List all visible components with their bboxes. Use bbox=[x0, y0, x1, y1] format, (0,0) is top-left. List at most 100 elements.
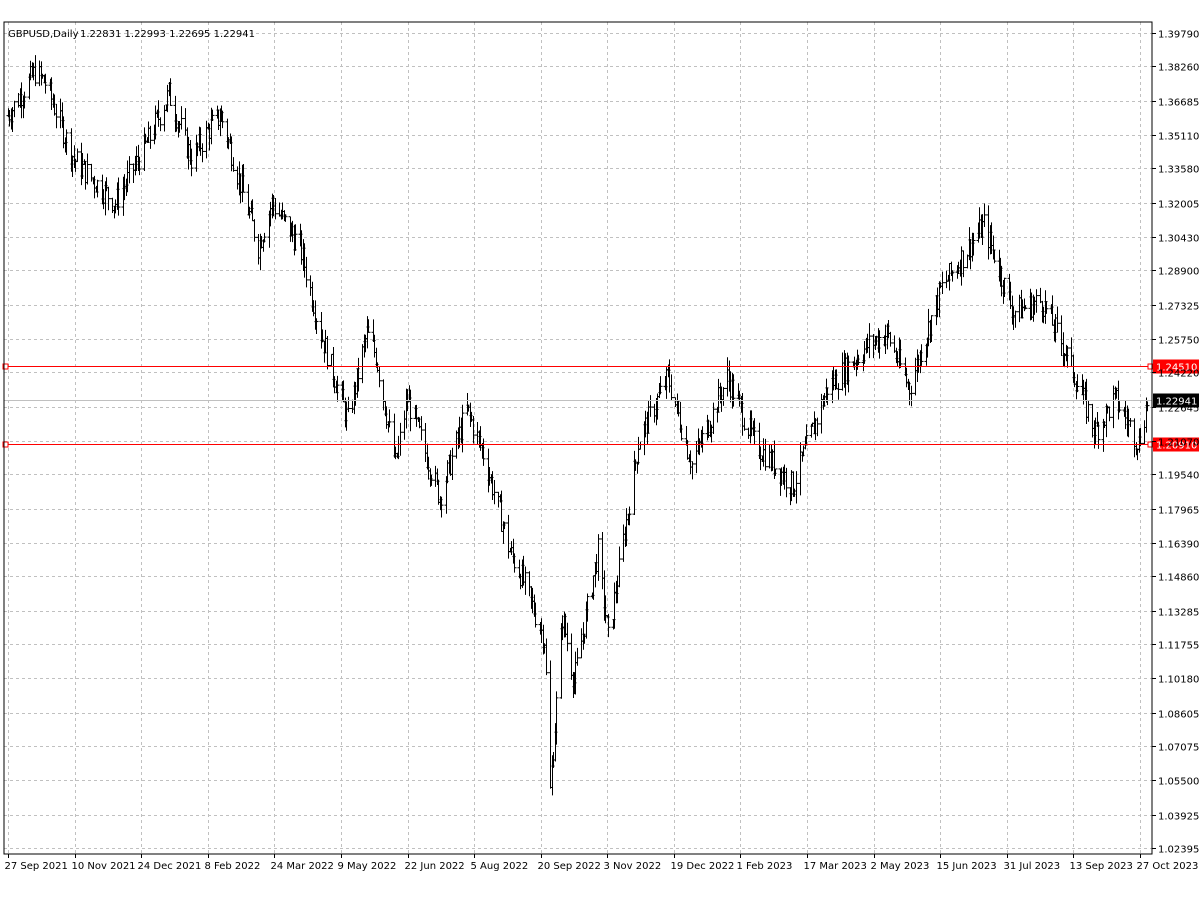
price-bar bbox=[523, 566, 528, 595]
level-anchor-left bbox=[2, 363, 9, 370]
y-tick-label: 1.22645 bbox=[1158, 404, 1199, 415]
price-bar bbox=[439, 496, 444, 518]
price-bar bbox=[669, 374, 674, 401]
bars-layer bbox=[6, 55, 1150, 796]
price-bar bbox=[262, 232, 267, 243]
price-bar bbox=[54, 103, 59, 129]
price-bar bbox=[179, 106, 184, 130]
price-bar bbox=[492, 480, 497, 505]
price-bar bbox=[502, 521, 507, 530]
price-bar bbox=[481, 438, 486, 466]
price-bar bbox=[293, 224, 298, 251]
x-tick-label: 24 Mar 2022 bbox=[271, 861, 334, 872]
price-bar bbox=[877, 330, 882, 359]
y-tick-label: 1.16390 bbox=[1158, 540, 1199, 551]
y-tick-label: 1.33580 bbox=[1158, 165, 1199, 176]
price-bar bbox=[982, 203, 987, 227]
price-bar bbox=[1145, 401, 1150, 412]
y-tick-label: 1.05500 bbox=[1158, 777, 1199, 788]
level-price-tag bbox=[1153, 437, 1199, 452]
price-bar bbox=[158, 117, 163, 132]
price-bar bbox=[356, 357, 361, 392]
level-anchor-left bbox=[2, 441, 9, 448]
x-tick-label: 22 Jun 2022 bbox=[405, 861, 465, 872]
current-price-tag bbox=[1153, 393, 1199, 408]
price-bar bbox=[12, 100, 17, 118]
price-bar bbox=[1128, 418, 1133, 428]
price-bar bbox=[1055, 306, 1060, 333]
price-bar bbox=[189, 148, 194, 177]
price-bar bbox=[836, 383, 841, 400]
y-tick-label: 1.03925 bbox=[1158, 812, 1199, 823]
price-bar bbox=[533, 602, 538, 628]
price-bar bbox=[856, 354, 861, 366]
x-tick-label: 2 May 2023 bbox=[871, 861, 930, 872]
price-bar bbox=[241, 163, 246, 193]
price-bar bbox=[116, 177, 121, 216]
y-tick-label: 1.13285 bbox=[1158, 608, 1199, 619]
price-bar bbox=[971, 232, 976, 256]
price-bar bbox=[148, 125, 153, 149]
x-tick-label: 13 Sep 2023 bbox=[1070, 861, 1133, 872]
price-bar bbox=[784, 467, 789, 498]
price-bar bbox=[419, 416, 424, 441]
price-bar bbox=[711, 402, 716, 435]
price-bar bbox=[950, 270, 955, 282]
price-bar bbox=[627, 506, 632, 526]
price-bar bbox=[690, 461, 695, 480]
x-tick-label: 5 Aug 2022 bbox=[471, 861, 529, 872]
price-bar bbox=[377, 366, 382, 388]
x-axis: 27 Sep 2021 10 Nov 2021 24 Dec 2021 8 Feb 2… bbox=[5, 854, 1198, 872]
price-bar bbox=[408, 389, 413, 432]
y-tick-label: 1.19540 bbox=[1158, 471, 1199, 482]
level-price-tag bbox=[1153, 359, 1199, 374]
y-tick-label: 1.30430 bbox=[1158, 234, 1199, 245]
y-tick-label: 1.36685 bbox=[1158, 98, 1199, 109]
price-bar bbox=[471, 416, 476, 444]
price-bar bbox=[961, 250, 966, 278]
price-bar bbox=[731, 374, 736, 407]
price-bar bbox=[75, 148, 80, 163]
price-bar bbox=[1013, 310, 1018, 328]
price-bar bbox=[794, 471, 799, 504]
price-bar bbox=[596, 534, 601, 581]
price-bar bbox=[825, 387, 830, 406]
price-bar bbox=[252, 219, 257, 242]
price-bar bbox=[752, 418, 757, 444]
price-bar bbox=[909, 385, 914, 407]
y-tick-label: 1.02395 bbox=[1158, 845, 1199, 856]
y-tick-label: 1.24220 bbox=[1158, 369, 1199, 380]
x-tick-label: 3 Nov 2022 bbox=[604, 861, 662, 872]
y-tick-label: 1.25750 bbox=[1158, 336, 1199, 347]
price-bar bbox=[85, 153, 90, 185]
price-bar bbox=[1034, 289, 1039, 313]
y-tick-label: 1.14860 bbox=[1158, 573, 1199, 584]
price-bar bbox=[742, 417, 747, 431]
chart-header-ohlc: 1.22831 1.22993 1.22695 1.22941 bbox=[80, 29, 255, 40]
x-tick-label: 15 Jun 2023 bbox=[937, 861, 997, 872]
price-bar bbox=[606, 613, 611, 638]
x-tick-label: 8 Feb 2022 bbox=[205, 861, 261, 872]
price-bar bbox=[1002, 277, 1007, 298]
price-bar bbox=[898, 339, 903, 368]
price-bar bbox=[1117, 401, 1122, 413]
y-tick-label: 1.35110 bbox=[1158, 132, 1199, 143]
y-tick-label: 1.07075 bbox=[1158, 743, 1199, 754]
x-tick-label: 17 Mar 2023 bbox=[804, 861, 867, 872]
price-bar bbox=[64, 129, 69, 156]
price-bar bbox=[200, 143, 205, 163]
x-tick-label: 27 Sep 2021 bbox=[5, 861, 68, 872]
price-bar bbox=[95, 179, 100, 198]
price-bar bbox=[867, 323, 872, 359]
price-bar bbox=[210, 109, 215, 121]
y-tick-label: 1.28900 bbox=[1158, 267, 1199, 278]
price-bar bbox=[366, 319, 371, 333]
y-tick-label: 1.08605 bbox=[1158, 710, 1199, 721]
price-bar bbox=[679, 424, 684, 441]
price-bar bbox=[648, 395, 653, 417]
y-tick-label: 1.17965 bbox=[1158, 506, 1199, 517]
price-bar bbox=[565, 622, 570, 652]
y-tick-label: 1.10180 bbox=[1158, 675, 1199, 686]
price-bar bbox=[43, 73, 48, 94]
price-bar bbox=[1075, 374, 1080, 393]
